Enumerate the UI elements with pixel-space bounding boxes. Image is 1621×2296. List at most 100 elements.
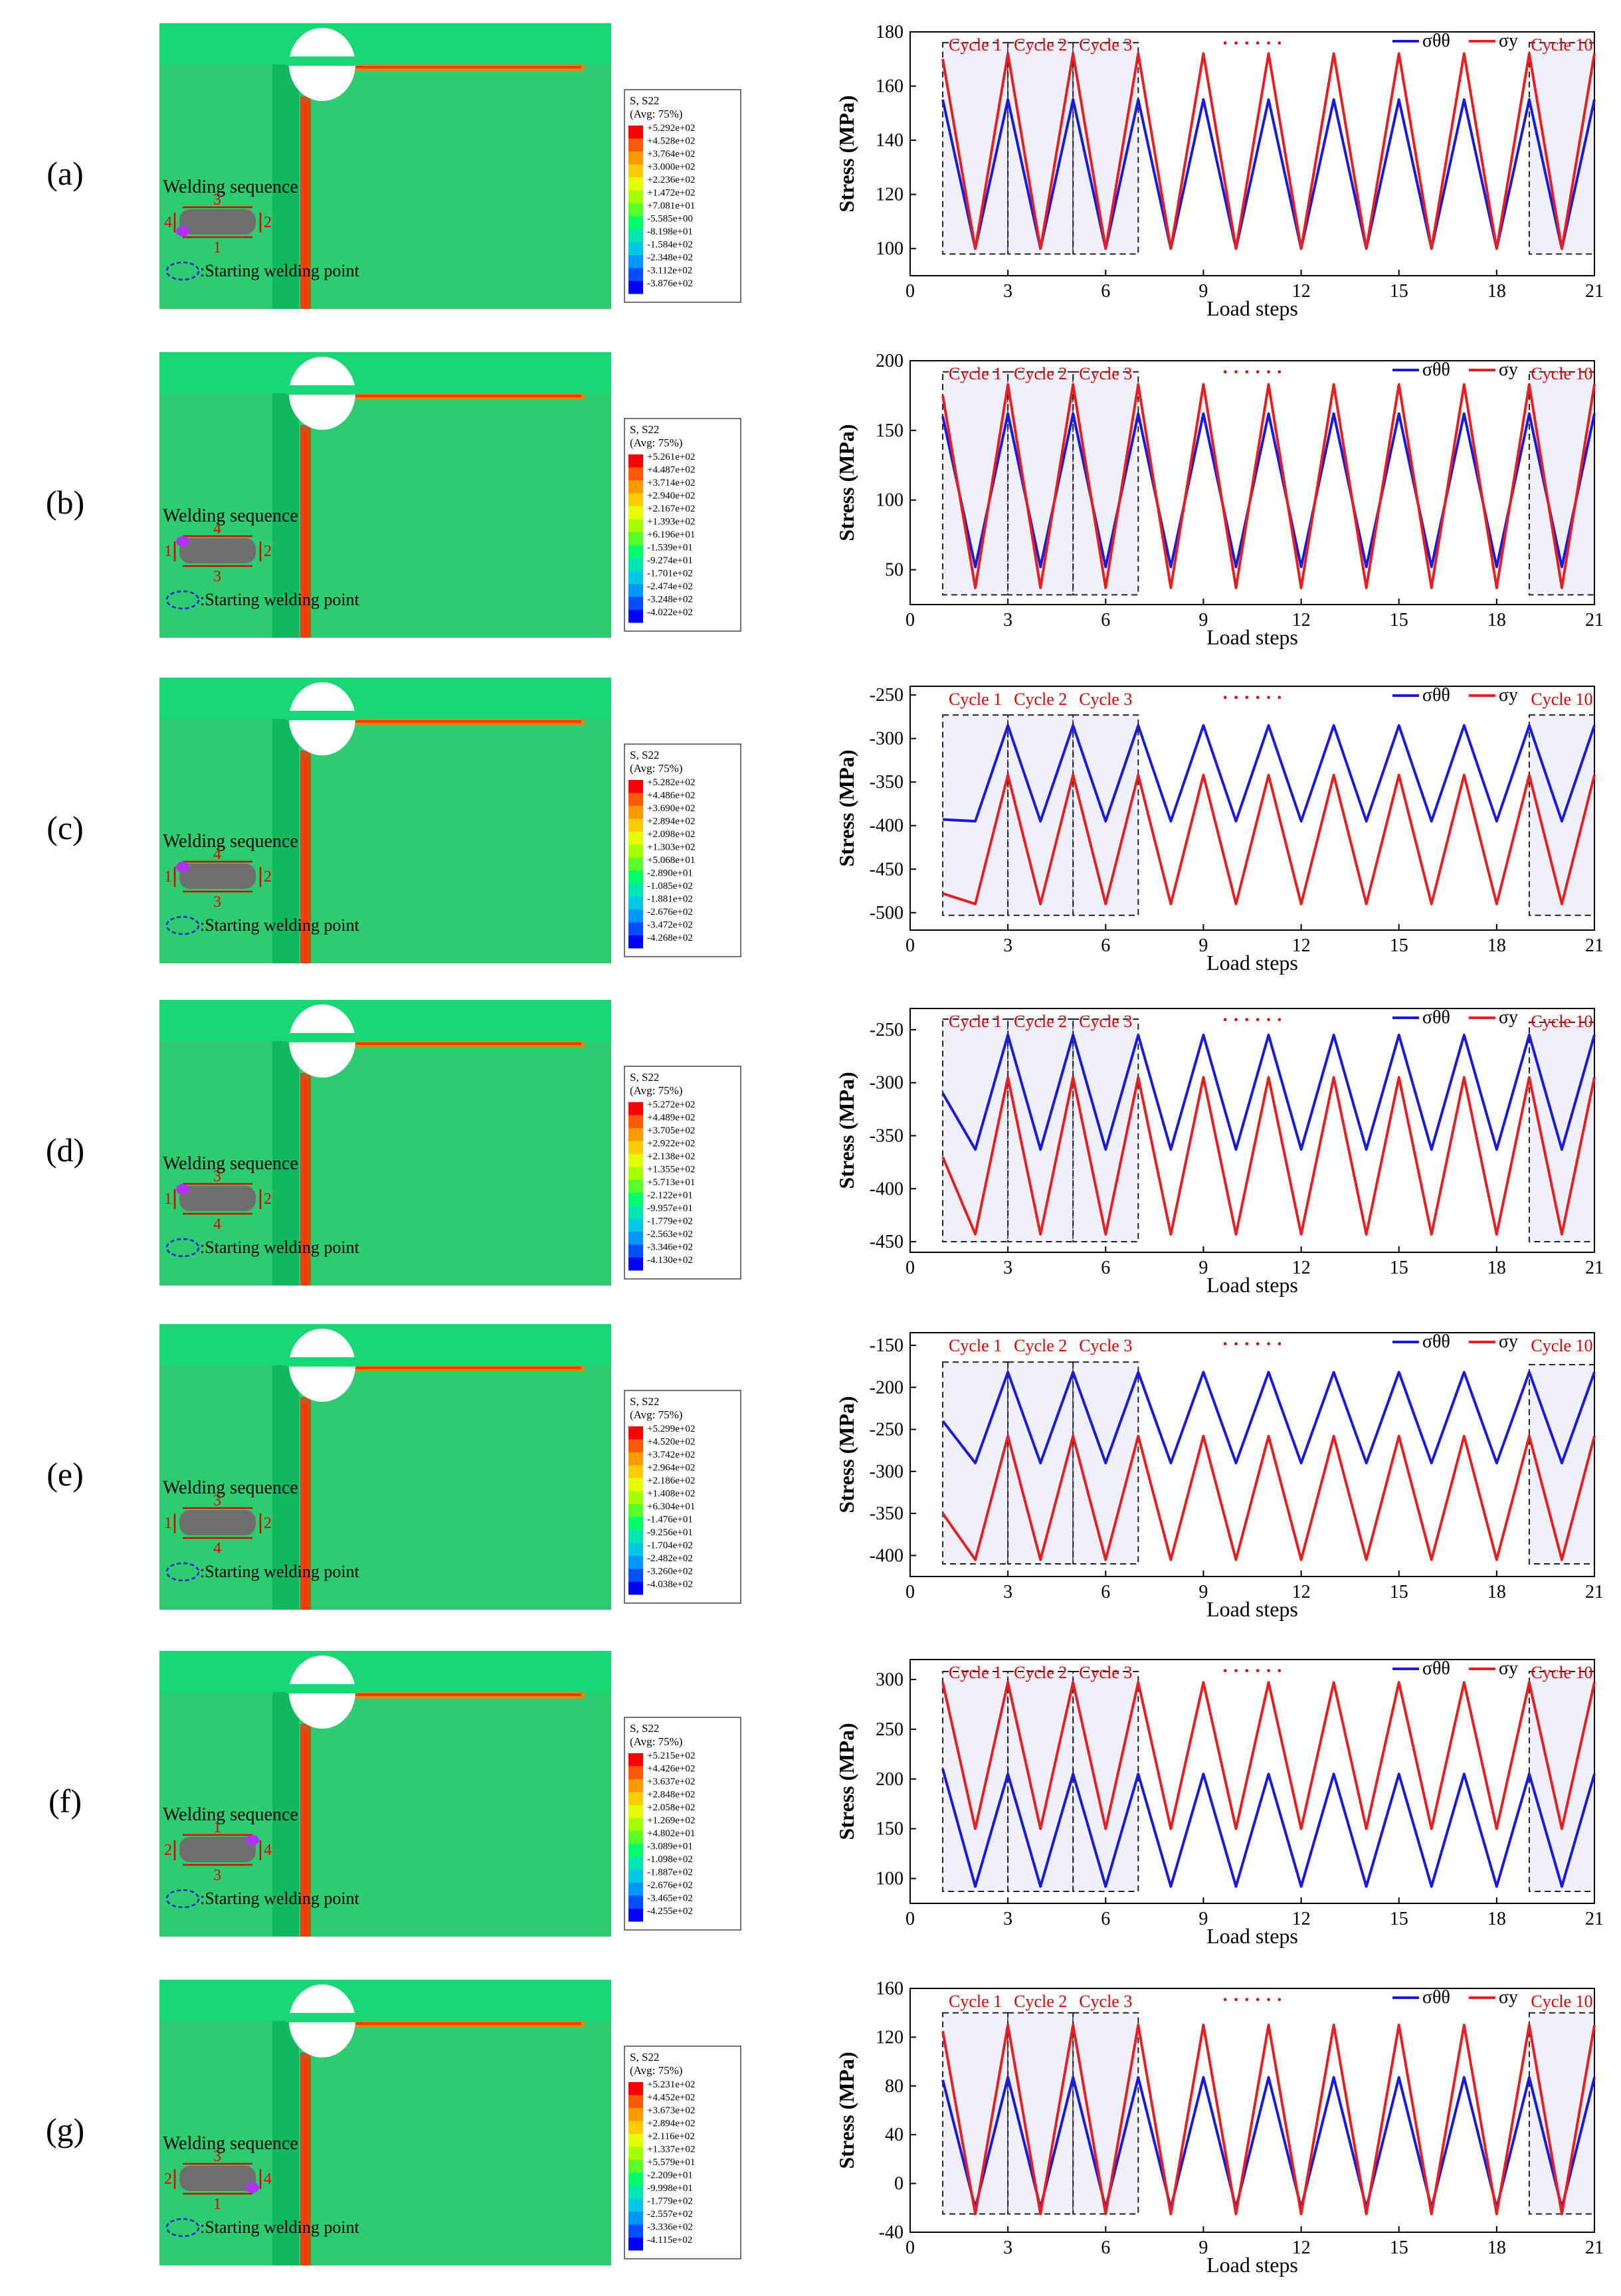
cycle-label: Cycle 10 (1531, 364, 1592, 383)
x-tick-label: 18 (1487, 935, 1506, 956)
y-tick-label: -250 (870, 685, 904, 706)
flange-cover (286, 711, 359, 720)
legend-swatch (628, 190, 643, 203)
legend-value: +5.215e+02 (647, 1751, 695, 1761)
legend-swatch (628, 884, 643, 897)
legend-title: S, S22 (630, 749, 659, 761)
seq-number-top: 3 (213, 1492, 221, 1509)
fea-contour (159, 352, 611, 638)
rod-section (179, 1510, 256, 1535)
x-tick-label: 15 (1390, 935, 1408, 956)
legend-subtitle: (Avg: 75%) (630, 1735, 682, 1748)
x-tick-label: 6 (1101, 610, 1110, 630)
legend-value: +4.426e+02 (647, 1764, 695, 1774)
start-point-marker (246, 2182, 259, 2193)
legend-swatch (628, 1569, 643, 1582)
legend-swatch (628, 1883, 643, 1896)
start-point-marker (176, 226, 189, 237)
start-point-marker (176, 1184, 189, 1195)
legend-value: +4.486e+02 (647, 791, 695, 801)
legend-value: +3.742e+02 (647, 1450, 695, 1460)
legend-swatch (628, 909, 643, 923)
legend-swatch (628, 1426, 643, 1440)
legend-subtitle: (Avg: 75%) (630, 1084, 682, 1097)
legend-swatch (628, 1530, 643, 1543)
flange-weld-core (349, 395, 581, 397)
series-line-sigma-y (941, 1434, 1596, 1561)
continuation-dots: · · · · · · (1222, 33, 1282, 54)
legend-label-sigma-theta: σθθ (1422, 685, 1450, 706)
legend-swatch (628, 1582, 643, 1595)
series-line-sigma-y (941, 2024, 1596, 2216)
legend-value: +2.894e+02 (647, 2119, 695, 2129)
legend-value: -9.998e+01 (647, 2183, 693, 2194)
start-point-legend-icon (165, 1889, 200, 1909)
legend-swatch (628, 806, 643, 819)
seq-number-right: 2 (264, 868, 272, 886)
y-tick-label: 150 (876, 1819, 904, 1840)
flange-weld-core (349, 720, 581, 723)
cycle-label: Cycle 1 (949, 1992, 1002, 2011)
seq-title: Welding sequence (163, 1153, 298, 1174)
legend-swatch (628, 558, 643, 571)
legend-swatch (628, 1206, 643, 1219)
seq-number-top: 3 (213, 2148, 221, 2165)
start-point-label: :Starting welding point (200, 2218, 360, 2237)
legend-swatch (628, 1805, 643, 1818)
cycle-label: Cycle 3 (1079, 1012, 1132, 1031)
stress-chart: 0 3 6 9 12 15 18 21 100 120 140 160 180 Load steps Str… (834, 22, 1604, 320)
legend-label-sigma-theta: σθθ (1422, 1658, 1450, 1679)
x-tick-label: 0 (906, 1258, 915, 1278)
flange-weld-core (349, 1042, 581, 1045)
seq-number-bottom: 4 (213, 1216, 221, 1233)
weld-core (303, 1080, 308, 1286)
x-tick-label: 9 (1198, 281, 1208, 302)
x-tick-label: 9 (1198, 1909, 1208, 1929)
legend-value: +2.058e+02 (647, 1802, 695, 1813)
series-line-sigma-y (941, 1681, 1596, 1830)
y-axis-label: Stress (MPa) (834, 2052, 858, 2168)
legend-swatch (628, 2160, 643, 2173)
legend-value: -4.038e+02 (647, 1579, 693, 1590)
flange-cover (286, 1684, 359, 1693)
legend-value: -9.256e+01 (647, 1527, 693, 1538)
start-point-legend-icon (165, 1562, 200, 1582)
web-plate (272, 2021, 299, 2265)
x-tick-label: 9 (1198, 935, 1208, 956)
stress-legend: S, S22(Avg: 75%) +5.272e+02 +4.489e+02 +3.7… (624, 1066, 741, 1280)
x-tick-label: 9 (1198, 610, 1208, 630)
continuation-dots: · · · · · · (1222, 362, 1282, 383)
y-tick-label: 300 (876, 1670, 904, 1690)
legend-value: -5.585e+00 (647, 214, 693, 225)
legend-swatch (628, 1556, 643, 1569)
legend-label-sigma-theta: σθθ (1422, 1331, 1450, 1352)
legend-value: +5.272e+02 (647, 1100, 695, 1110)
cycle-box (1072, 1670, 1139, 1893)
legend-value: +5.282e+02 (647, 777, 695, 788)
cycle-label: Cycle 1 (949, 1663, 1002, 1682)
y-tick-label: 100 (876, 490, 904, 511)
seq-title: Welding sequence (163, 2133, 298, 2154)
legend-value: -1.701e+02 (647, 569, 693, 579)
legend-swatch (628, 1478, 643, 1491)
legend-value: +2.167e+02 (647, 504, 695, 514)
legend-swatch (628, 1766, 643, 1779)
legend-value: -3.346e+02 (647, 1242, 693, 1253)
cycle-label: Cycle 3 (1079, 1992, 1132, 2011)
x-axis-label: Load steps (1206, 1924, 1298, 1948)
top-flange (159, 1000, 611, 1041)
cycle-box (1007, 1670, 1074, 1893)
legend-swatch (628, 164, 643, 177)
legend-swatch (628, 1869, 643, 1883)
seq-number-bottom: 1 (213, 239, 221, 256)
stress-legend: S, S22(Avg: 75%) +5.215e+02 +4.426e+02 +3.6… (624, 1717, 741, 1931)
cycle-box (942, 2012, 1009, 2215)
panel-label: (e) (47, 1456, 84, 1493)
legend-value: -2.209e+01 (647, 2170, 693, 2181)
x-tick-label: 0 (906, 1582, 915, 1602)
series-line-sigma-y (941, 1076, 1596, 1236)
legend-value: +3.673e+02 (647, 2105, 695, 2116)
start-point-marker (246, 1835, 259, 1846)
stress-legend: S, S22(Avg: 75%) +5.292e+02 +4.528e+02 +3.7… (624, 89, 741, 303)
